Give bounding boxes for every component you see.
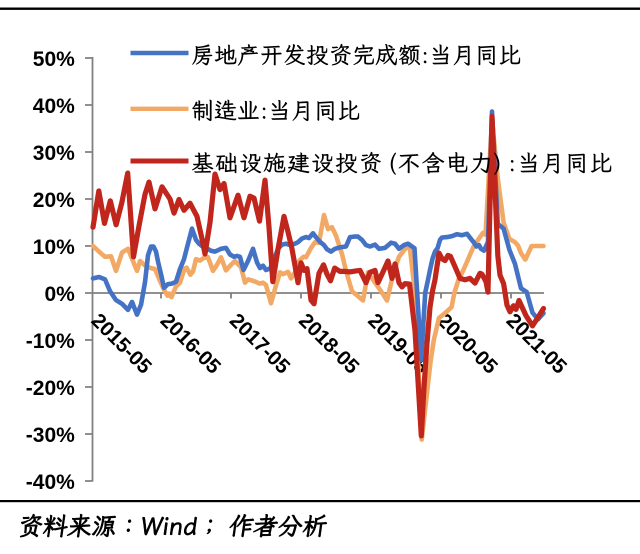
svg-text:-20%: -20%	[26, 377, 75, 400]
svg-text:30%: 30%	[33, 142, 75, 165]
svg-text:40%: 40%	[33, 95, 75, 118]
svg-text:20%: 20%	[33, 189, 75, 212]
svg-text:50%: 50%	[33, 48, 75, 71]
svg-text:-30%: -30%	[26, 424, 75, 447]
svg-text:-40%: -40%	[26, 471, 75, 494]
svg-text:0%: 0%	[44, 283, 75, 306]
svg-text:-10%: -10%	[26, 330, 75, 353]
svg-text:10%: 10%	[33, 236, 75, 259]
